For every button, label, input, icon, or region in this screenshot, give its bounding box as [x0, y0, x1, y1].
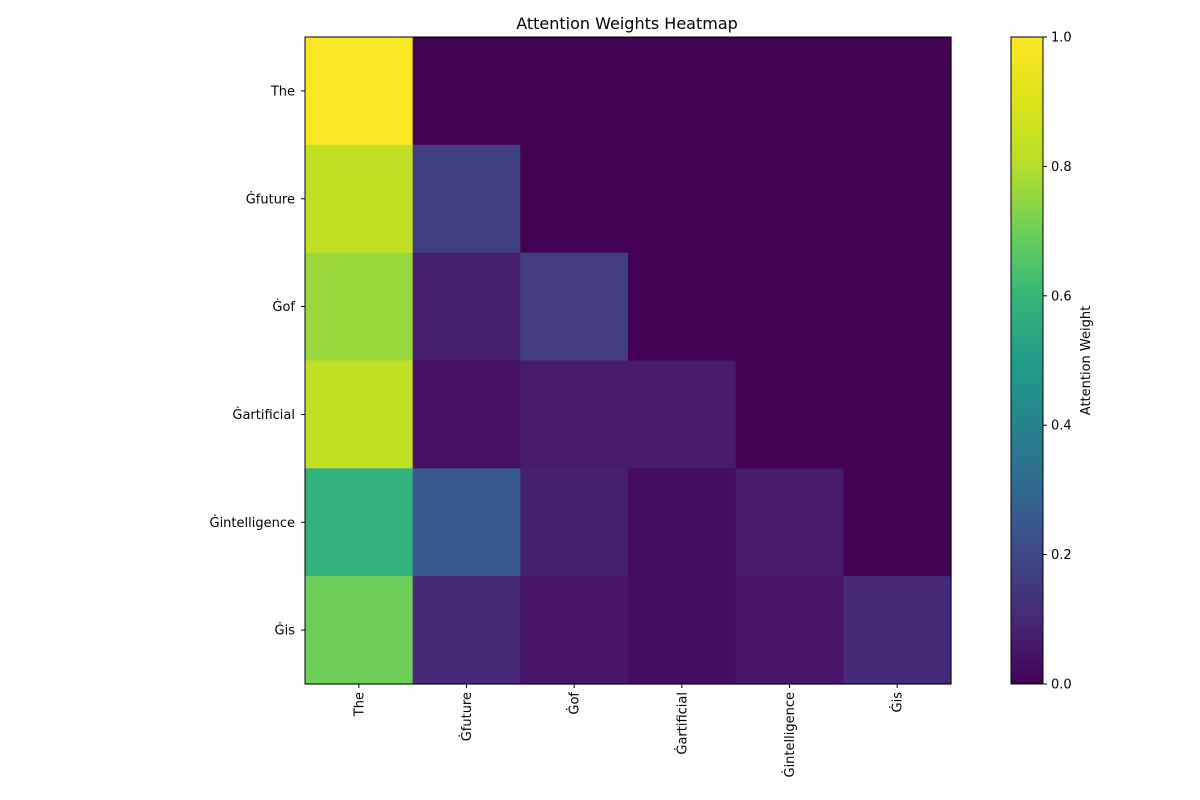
y-tick-label: Ġintelligence — [210, 514, 296, 531]
heatmap-cell — [412, 252, 521, 362]
x-tick-label: Ġis — [889, 692, 906, 713]
heatmap-cell — [520, 360, 629, 469]
y-tick-label: The — [270, 84, 295, 99]
x-tick-label: Ġintelligence — [781, 692, 798, 778]
heatmap-cell — [520, 144, 629, 254]
heatmap-cell — [843, 468, 952, 577]
heatmap-cell — [520, 468, 629, 577]
heatmap-cell — [735, 576, 844, 685]
heatmap-cell — [412, 37, 521, 146]
heatmap-cell — [843, 37, 952, 146]
heatmap-cell — [735, 360, 844, 469]
colorbar-tick-label: 0.8 — [1051, 160, 1072, 175]
heatmap-cell — [843, 360, 952, 469]
heatmap-cell — [628, 360, 737, 469]
x-tick-label: The — [352, 692, 367, 717]
heatmap-cell — [412, 144, 521, 254]
colorbar-ticks: 0.0 0.2 0.4 0.6 0.8 1.0 — [1043, 31, 1072, 693]
heatmap-cell — [735, 468, 844, 577]
heatmap-cell — [735, 144, 844, 254]
colorbar-tick-label: 0.4 — [1051, 419, 1072, 434]
heatmap-cell — [412, 468, 521, 577]
heatmap-cell — [520, 576, 629, 685]
x-tick-label: Ġof — [566, 692, 583, 715]
y-tick-label: Ġfuture — [246, 190, 295, 207]
colorbar: 0.0 0.2 0.4 0.6 0.8 1.0 Attention Weight — [1010, 31, 1094, 693]
heatmap-cell — [305, 468, 414, 577]
heatmap-cell — [305, 576, 414, 685]
x-tick-label: Ġfuture — [458, 692, 475, 741]
colorbar-gradient — [1010, 36, 1044, 685]
plot-frame — [304, 36, 952, 685]
heatmap-cell — [520, 37, 629, 146]
colorbar-tick-label: 1.0 — [1051, 31, 1072, 46]
heatmap-cell — [628, 144, 737, 254]
heatmap-cell — [305, 360, 414, 469]
heatmap-cell — [628, 576, 737, 685]
heatmap-cell — [412, 576, 521, 685]
heatmap-cell — [843, 144, 952, 254]
y-axis: The Ġfuture Ġof Ġartificial Ġintelligence Ġis — [210, 84, 305, 639]
heatmap-cell — [628, 252, 737, 362]
heatmap-cell — [735, 252, 844, 362]
heatmap-cell — [628, 468, 737, 577]
heatmap-cell — [305, 144, 414, 254]
heatmap-cells — [305, 37, 952, 685]
y-tick-label: Ġartificial — [232, 406, 295, 423]
heatmap-cell — [843, 252, 952, 362]
heatmap-cell — [412, 360, 521, 469]
heatmap-cell — [628, 37, 737, 146]
chart-title: Attention Weights Heatmap — [516, 14, 738, 33]
x-axis: The Ġfuture Ġof Ġartificial Ġintelligence Ġis — [352, 684, 906, 778]
colorbar-tick-label: 0.2 — [1051, 548, 1072, 563]
colorbar-label: Attention Weight — [1079, 306, 1094, 415]
y-tick-label: Ġis — [275, 622, 296, 639]
heatmap-cell — [305, 252, 414, 362]
colorbar-tick-label: 0.0 — [1051, 678, 1072, 693]
heatmap-cell — [520, 252, 629, 362]
heatmap-cell — [735, 37, 844, 146]
y-tick-label: Ġof — [272, 298, 295, 315]
heatmap-cell — [305, 37, 414, 146]
heatmap-cell — [843, 576, 952, 685]
colorbar-tick-label: 0.6 — [1051, 289, 1072, 304]
x-tick-label: Ġartificial — [673, 692, 690, 755]
